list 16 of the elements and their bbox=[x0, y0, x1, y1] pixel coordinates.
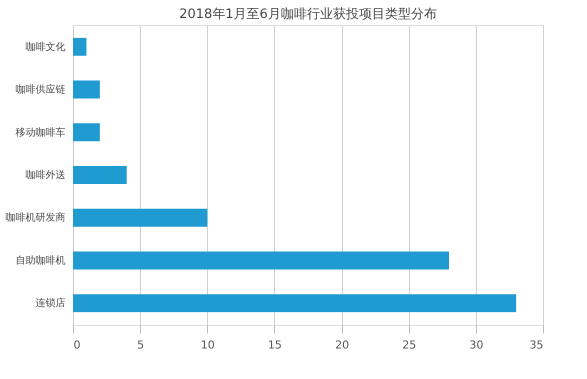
chart-title: 2018年1月至6月咖啡行业获投项目类型分布 bbox=[179, 7, 437, 22]
x-tick-label: 0 bbox=[74, 338, 80, 352]
y-tick-label: 咖啡外送 bbox=[26, 169, 66, 181]
y-tick-label: 咖啡供应链 bbox=[16, 84, 66, 96]
x-tick-label: 20 bbox=[335, 338, 350, 352]
y-tick-label: 咖啡文化 bbox=[26, 40, 66, 53]
x-tick-label: 30 bbox=[469, 338, 484, 352]
y-tick-label: 咖啡机研发商 bbox=[6, 212, 66, 224]
x-tick-label: 35 bbox=[530, 338, 544, 352]
x-tick-label: 15 bbox=[268, 338, 282, 352]
y-tick-label: 自助咖啡机 bbox=[16, 254, 66, 266]
x-tick-label: 10 bbox=[200, 338, 215, 352]
x-tick-label: 25 bbox=[402, 338, 416, 352]
y-tick-label: 移动咖啡车 bbox=[16, 126, 66, 138]
y-tick-label: 连锁店 bbox=[36, 297, 66, 310]
x-tick-label: 5 bbox=[137, 338, 144, 352]
